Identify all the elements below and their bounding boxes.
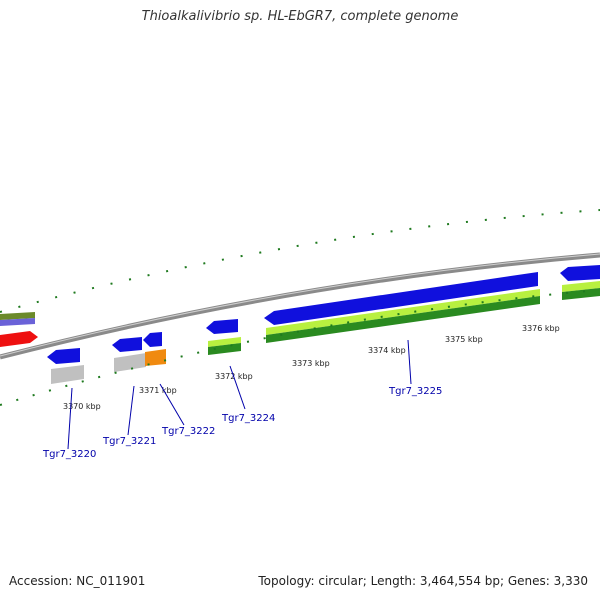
cds-tgr7-3221 xyxy=(112,337,142,352)
reverse-cds-track[interactable] xyxy=(51,349,166,384)
cds-tgr7-3224 xyxy=(206,319,238,334)
accession-label: Accession: NC_011901 xyxy=(9,574,146,588)
gene-label-tgr7-3220: Tgr7_3220 xyxy=(42,449,96,460)
cds-tgr7-3225 xyxy=(264,272,538,325)
tick-label-3375: 3375 kbp xyxy=(445,335,483,344)
left-feature-stack[interactable] xyxy=(0,312,38,347)
cds-tgr7-3222 xyxy=(143,332,162,347)
gene-label-tgr7-3225: Tgr7_3225 xyxy=(388,386,442,397)
tick-label-3371: 3371 kbp xyxy=(139,386,177,395)
genome-summary: Topology: circular; Length: 3,464,554 bp… xyxy=(258,574,588,588)
gene-label-leaders xyxy=(67,339,412,450)
gc-content-track xyxy=(208,281,600,355)
gene-labels[interactable]: Tgr7_3220 Tgr7_3221 Tgr7_3222 Tgr7_3224 … xyxy=(42,386,442,460)
tick-label-3373: 3373 kbp xyxy=(292,359,330,368)
genome-backbone xyxy=(0,252,600,360)
gene-label-tgr7-3222: Tgr7_3222 xyxy=(161,426,215,437)
tick-label-3370: 3370 kbp xyxy=(63,402,101,411)
tick-label-3376: 3376 kbp xyxy=(522,324,560,333)
cds-tgr7-3220 xyxy=(47,348,80,364)
cds-right-edge xyxy=(560,265,600,281)
forward-cds-track[interactable] xyxy=(47,265,600,364)
tick-label-3374: 3374 kbp xyxy=(368,346,406,355)
map-title: Thioalkalivibrio sp. HL-EbGR7, complete … xyxy=(141,9,459,24)
gene-label-tgr7-3224: Tgr7_3224 xyxy=(221,413,275,424)
gene-label-tgr7-3221: Tgr7_3221 xyxy=(102,436,156,447)
gc-skew-ring-inner xyxy=(0,289,600,406)
